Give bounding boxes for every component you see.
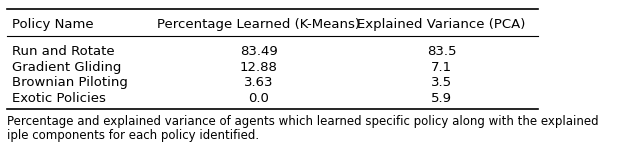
- Text: Run and Rotate: Run and Rotate: [12, 45, 115, 58]
- Text: 3.63: 3.63: [244, 76, 274, 89]
- Text: 7.1: 7.1: [431, 61, 452, 74]
- Text: Exotic Policies: Exotic Policies: [12, 92, 106, 105]
- Text: Percentage and explained variance of agents which learned specific policy along : Percentage and explained variance of age…: [7, 115, 598, 128]
- Text: Percentage Learned (K-Means): Percentage Learned (K-Means): [157, 18, 360, 31]
- Text: 3.5: 3.5: [431, 76, 452, 89]
- Text: Policy Name: Policy Name: [12, 18, 93, 31]
- Text: Explained Variance (PCA): Explained Variance (PCA): [357, 18, 525, 31]
- Text: Brownian Piloting: Brownian Piloting: [12, 76, 128, 89]
- Text: iple components for each policy identified.: iple components for each policy identifi…: [7, 129, 259, 142]
- Text: 5.9: 5.9: [431, 92, 452, 105]
- Text: 0.0: 0.0: [248, 92, 269, 105]
- Text: Gradient Gliding: Gradient Gliding: [12, 61, 122, 74]
- Text: 12.88: 12.88: [240, 61, 278, 74]
- Text: 83.5: 83.5: [427, 45, 456, 58]
- Text: 83.49: 83.49: [240, 45, 278, 58]
